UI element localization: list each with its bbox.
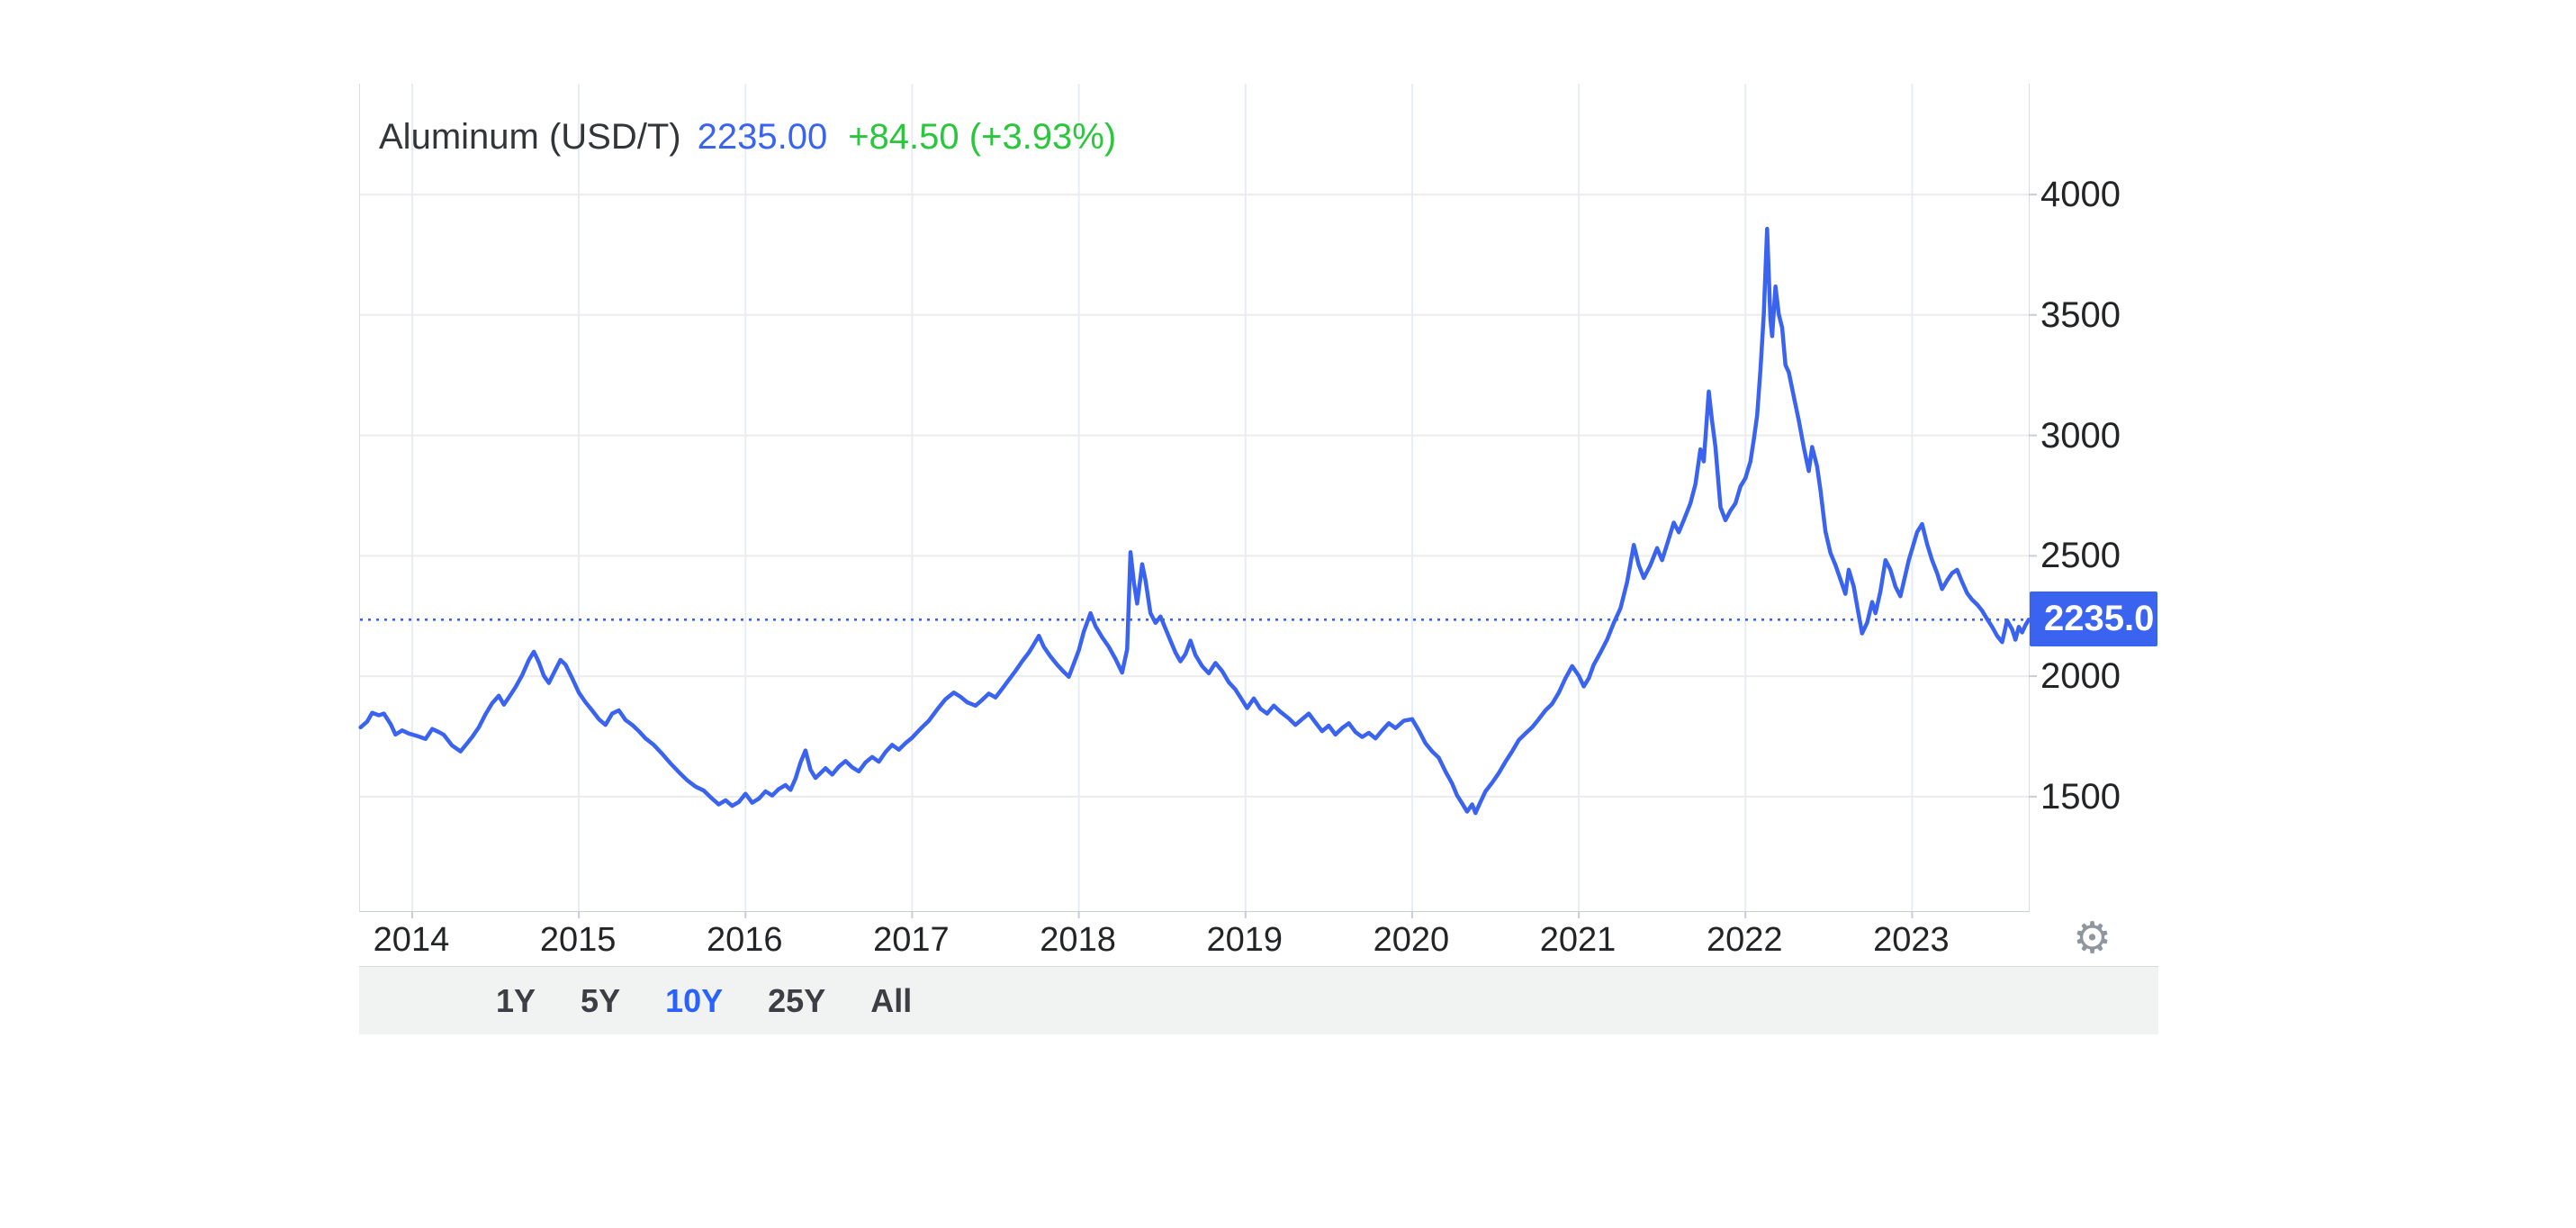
range-button-all[interactable]: All (870, 981, 913, 1019)
range-button-25y[interactable]: 25Y (768, 981, 826, 1019)
y-axis-tick-label: 3000 (2040, 415, 2121, 456)
range-toolbar: 1Y 5Y 10Y 25Y All (359, 966, 2158, 1034)
x-axis-tick-label: 2018 (1040, 921, 1116, 959)
x-axis-tick-label: 2023 (1873, 921, 1950, 959)
x-axis-tick-label: 2014 (373, 921, 450, 959)
y-axis-tick-label: 2000 (2040, 656, 2121, 697)
x-axis-tick-label: 2017 (873, 921, 950, 959)
x-axis-tick-label: 2016 (706, 921, 783, 959)
y-axis-tick-label: 4000 (2040, 175, 2121, 215)
settings-gear-icon[interactable]: ⚙ (2073, 913, 2112, 963)
current-price-badge: 2235.0 (2030, 591, 2157, 647)
x-axis-tick-label: 2021 (1539, 921, 1617, 959)
y-axis-tick-label: 1500 (2040, 776, 2121, 817)
y-axis-tick-label: 2500 (2040, 536, 2121, 576)
range-button-1y[interactable]: 1Y (496, 981, 536, 1019)
x-axis-tick-label: 2022 (1706, 921, 1783, 959)
chart-header: Aluminum (USD/T) 2235.00 +84.50 (+3.93%) (379, 115, 1116, 158)
plot-area[interactable] (358, 84, 2037, 918)
y-axis-tick-label: 3500 (2040, 294, 2121, 335)
x-axis-tick-label: 2015 (539, 921, 617, 959)
current-price-text: 2235.00 (697, 117, 828, 157)
range-button-group: 1Y 5Y 10Y 25Y All (359, 967, 2158, 1034)
instrument-title: Aluminum (USD/T) (379, 117, 681, 157)
x-axis-tick-label: 2020 (1373, 921, 1450, 959)
x-axis-tick-label: 2019 (1206, 921, 1283, 959)
price-change-text: +84.50 (+3.93%) (848, 117, 1117, 157)
range-button-5y[interactable]: 5Y (581, 981, 621, 1019)
price-line-chart (358, 84, 2037, 918)
range-button-10y[interactable]: 10Y (665, 981, 724, 1019)
